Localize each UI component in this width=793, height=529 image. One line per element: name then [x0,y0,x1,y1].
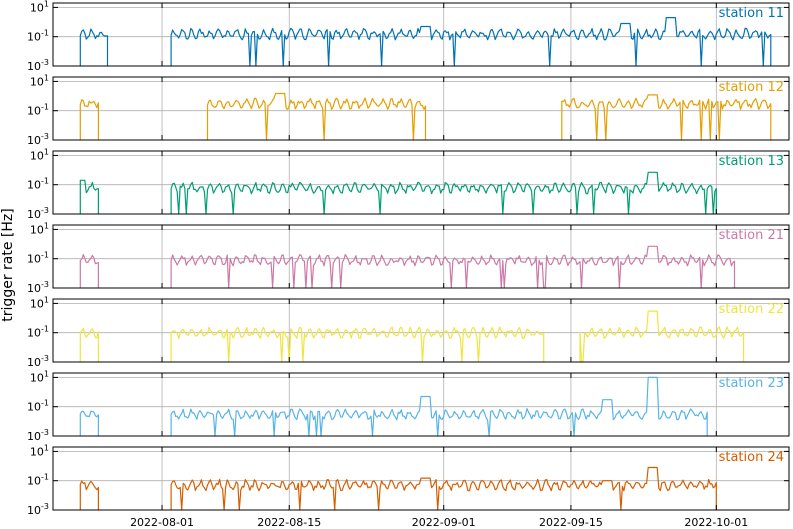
y-tick-label: 10-3 [27,206,49,221]
panel-station-13: 10-3 10-1 101 station 13 [27,147,790,221]
y-tick-label: 10-3 [27,502,49,517]
x-tick-label: 2022-09-15 [539,516,603,529]
y-tick-label: 101 [30,295,49,310]
station-label: station 11 [719,6,784,21]
series-line-station-22-2 [579,310,745,363]
y-tick-label: 10-3 [27,132,49,147]
station-label: station 24 [719,450,784,465]
y-tick-label: 10-1 [27,103,49,118]
x-tick-label: 2022-09-01 [412,516,476,529]
y-axis-label: trigger rate [Hz] [0,208,16,321]
station-label: station 12 [719,80,784,95]
y-tick-label: 10-3 [27,280,49,295]
panel-station-11: 10-3 10-1 101 station 11 [27,0,790,73]
series-line-station-21-0 [79,254,99,288]
panel-frame [52,224,790,289]
panel-frame [52,2,790,67]
y-tick-label: 101 [30,0,49,14]
series-line-station-22-0 [79,327,99,362]
series-line-station-22-1 [170,326,545,363]
series-line-station-12-2 [561,94,772,141]
panel-station-24: 10-3 10-1 101 station 24 2022-08-01 2022-08-1… [27,443,790,529]
y-tick-label: 10-1 [27,399,49,414]
series-line-station-21-1 [170,245,736,289]
y-tick-label: 101 [30,369,49,384]
panel-station-21: 10-3 10-1 101 station 21 [27,221,790,295]
station-label: station 22 [719,302,784,317]
series-line-station-12-0 [79,99,99,140]
series-line-station-13-0 [79,179,99,214]
y-tick-label: 10-3 [27,354,49,369]
y-tick-label: 10-1 [27,325,49,340]
station-label: station 13 [719,154,784,169]
y-tick-label: 101 [30,221,49,236]
series-line-station-11-0 [79,28,109,66]
y-tick-label: 10-1 [27,177,49,192]
x-tick-label: 2022-08-15 [257,516,321,529]
panel-station-22: 10-3 10-1 101 station 22 [27,295,790,369]
panel-station-23: 10-3 10-1 101 station 23 [27,369,790,443]
series-line-station-13-1 [170,171,717,215]
station-label: station 23 [719,376,784,391]
chart-panels: 10-3 10-1 101 station 11 10-3 10-1 101 station … [27,0,790,529]
panel-frame [52,76,790,141]
station-label: station 21 [719,228,784,243]
series-line-station-24-0 [79,480,99,510]
x-tick-label: 2022-08-01 [130,516,194,529]
y-tick-label: 10-1 [27,29,49,44]
panel-frame [52,298,790,363]
panel-station-12: 10-3 10-1 101 station 12 [27,73,790,147]
panel-frame [52,372,790,437]
panel-frame [52,446,790,511]
y-tick-label: 10-1 [27,473,49,488]
series-line-station-23-1 [170,376,708,437]
y-tick-label: 101 [30,147,49,162]
y-tick-label: 10-1 [27,251,49,266]
y-tick-label: 10-3 [27,428,49,443]
series-line-station-24-1 [170,466,717,511]
series-line-station-11-1 [170,17,772,67]
panel-frame [52,150,790,215]
y-tick-label: 101 [30,443,49,458]
x-tick-label: 2022-10-01 [684,516,748,529]
y-tick-label: 10-3 [27,58,49,73]
series-line-station-12-1 [206,92,427,141]
series-line-station-23-0 [79,410,99,436]
y-tick-label: 101 [30,73,49,88]
